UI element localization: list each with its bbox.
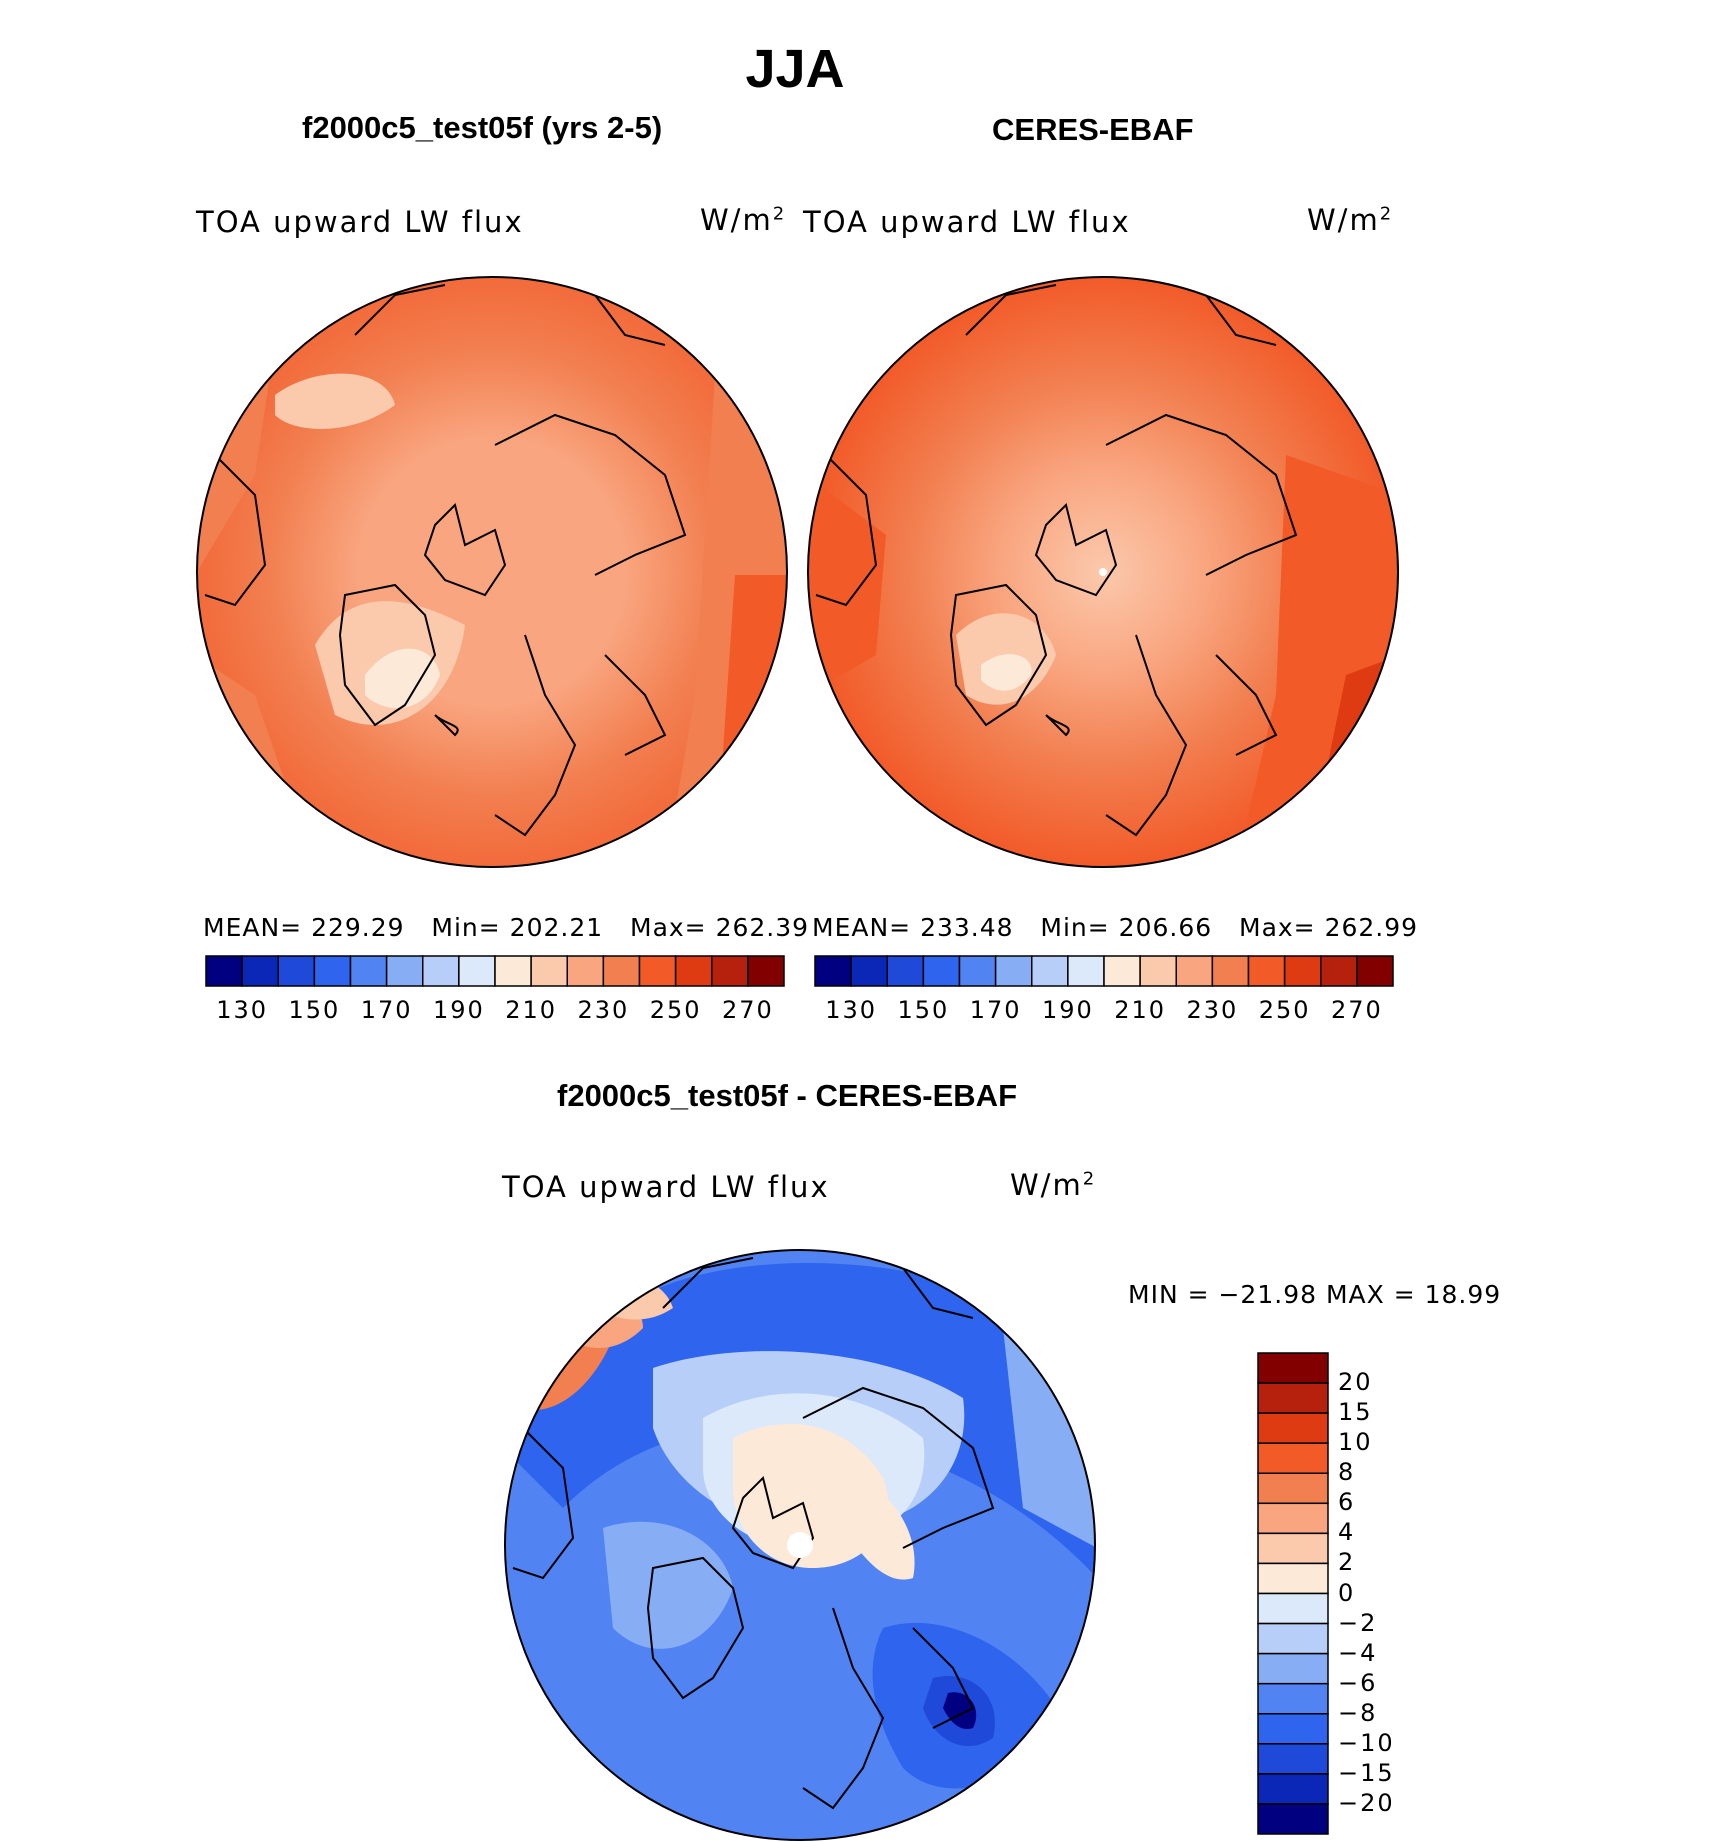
colorbar-swatch (530, 955, 568, 987)
colorbar-tick-label: 150 (897, 996, 950, 1024)
colorbar-swatch (1257, 1622, 1329, 1655)
colorbar-swatch (1283, 955, 1322, 987)
polar-map-diff (504, 1249, 1096, 1841)
colorbar-tick-label: 10 (1338, 1428, 1373, 1457)
colorbar-tick-label: 210 (505, 996, 558, 1024)
colorbar-swatch (711, 955, 749, 987)
variable-label-diff: TOA upward LW flux (502, 1170, 830, 1204)
stats-obs: MEAN= 233.48 Min= 206.66 Max= 262.99 (812, 913, 1419, 942)
colorbar-swatch (1175, 955, 1214, 987)
colorbar-swatch (1247, 955, 1286, 987)
stats-model: MEAN= 229.29 Min= 202.21 Max= 262.39 (203, 913, 810, 942)
colorbar-tick-label: 270 (721, 996, 774, 1024)
colorbar-swatch (1257, 1803, 1329, 1835)
colorbar-tick-label: 170 (360, 996, 413, 1024)
colorbar-swatch (277, 955, 316, 987)
colorbar-swatch (1257, 1743, 1329, 1775)
colorbar-swatch (1320, 955, 1358, 987)
colorbar-swatch (205, 955, 243, 987)
colorbar-tick-label: −4 (1338, 1638, 1378, 1667)
colorbar-swatch (1257, 1502, 1329, 1535)
colorbar-swatch (1257, 1652, 1329, 1685)
colorbar-swatch (458, 955, 496, 987)
colorbar-swatch (638, 955, 677, 987)
colorbar-swatch (814, 955, 852, 987)
colorbar-swatch (958, 955, 997, 987)
panel-title-model: f2000c5_test05f (yrs 2-5) (302, 110, 663, 145)
colorbar-tick-label: 190 (1041, 996, 1094, 1024)
colorbar-swatch (674, 955, 713, 987)
colorbar-tick-label: 20 (1338, 1368, 1373, 1397)
colorbar-swatch (1257, 1352, 1329, 1384)
colorbar-model (205, 955, 785, 987)
figure-title: JJA (745, 39, 845, 99)
colorbar-tick-label: −10 (1338, 1728, 1395, 1757)
colorbar-swatch (385, 955, 424, 987)
colorbar-swatch (1257, 1472, 1329, 1505)
colorbar-swatch (422, 955, 460, 987)
colorbar-tick-label: 4 (1338, 1518, 1356, 1547)
colorbar-swatch (1257, 1382, 1329, 1414)
colorbar-swatch (1257, 1773, 1329, 1805)
colorbar-swatch (922, 955, 961, 987)
colorbar-tick-label: 230 (577, 996, 630, 1024)
colorbar-swatch (1139, 955, 1177, 987)
colorbar-tick-label: −6 (1338, 1668, 1378, 1697)
colorbar-swatch (886, 955, 925, 987)
colorbar-tick-label: 130 (825, 996, 878, 1024)
colorbar-swatch (747, 955, 785, 987)
colorbar-obs (814, 955, 1394, 987)
diff-panel-title: f2000c5_test05f - CERES-EBAF (557, 1078, 1018, 1113)
panel-title-obs: CERES-EBAF (992, 112, 1194, 147)
colorbar-tick-label: 15 (1338, 1398, 1373, 1427)
colorbar-swatch (1257, 1532, 1329, 1565)
colorbar-tick-label: 250 (649, 996, 702, 1024)
colorbar-swatch (1257, 1592, 1329, 1625)
colorbar-tick-label: 2 (1338, 1548, 1356, 1577)
colorbar-swatch (602, 955, 641, 987)
colorbar-tick-label: 190 (432, 996, 485, 1024)
colorbar-swatch (1031, 955, 1069, 987)
colorbar-swatch (1257, 1412, 1329, 1444)
colorbar-tick-label: 130 (216, 996, 269, 1024)
colorbar-tick-label: −2 (1338, 1608, 1378, 1637)
colorbar-swatch (1356, 955, 1394, 987)
units-label-diff: W/m2 (1010, 1168, 1097, 1202)
colorbar-tick-label: 170 (969, 996, 1022, 1024)
units-label-obs: W/m2 (1307, 203, 1394, 237)
colorbar-diff (1257, 1352, 1329, 1835)
colorbar-tick-label: −8 (1338, 1698, 1378, 1727)
colorbar-swatch (1257, 1682, 1329, 1715)
colorbar-tick-label: 0 (1338, 1578, 1356, 1607)
colorbar-swatch (1211, 955, 1250, 987)
diff-minmax: MIN = −21.98 MAX = 18.99 (1128, 1280, 1502, 1309)
polar-map-obs (807, 276, 1399, 868)
colorbar-tick-label: −15 (1338, 1758, 1395, 1787)
units-label-model: W/m2 (700, 203, 787, 237)
variable-label-model: TOA upward LW flux (196, 205, 524, 239)
colorbar-tick-label: 8 (1338, 1458, 1356, 1487)
colorbar-tick-label: 250 (1258, 996, 1311, 1024)
colorbar-swatch (1257, 1562, 1329, 1595)
colorbar-swatch (1067, 955, 1105, 987)
colorbar-swatch (241, 955, 279, 987)
colorbar-swatch (1103, 955, 1141, 987)
colorbar-swatch (1257, 1713, 1329, 1745)
variable-label-obs: TOA upward LW flux (803, 205, 1131, 239)
colorbar-swatch (494, 955, 532, 987)
colorbar-tick-label: 6 (1338, 1488, 1356, 1517)
colorbar-swatch (850, 955, 888, 987)
colorbar-swatch (313, 955, 352, 987)
colorbar-swatch (566, 955, 605, 987)
colorbar-swatch (1257, 1442, 1329, 1474)
colorbar-tick-label: 230 (1186, 996, 1239, 1024)
colorbar-swatch (994, 955, 1033, 987)
colorbar-tick-label: 210 (1114, 996, 1167, 1024)
polar-map-model (196, 276, 788, 868)
colorbar-tick-label: 150 (288, 996, 341, 1024)
colorbar-tick-label: −20 (1338, 1788, 1395, 1817)
colorbar-swatch (349, 955, 388, 987)
colorbar-tick-label: 270 (1330, 996, 1383, 1024)
